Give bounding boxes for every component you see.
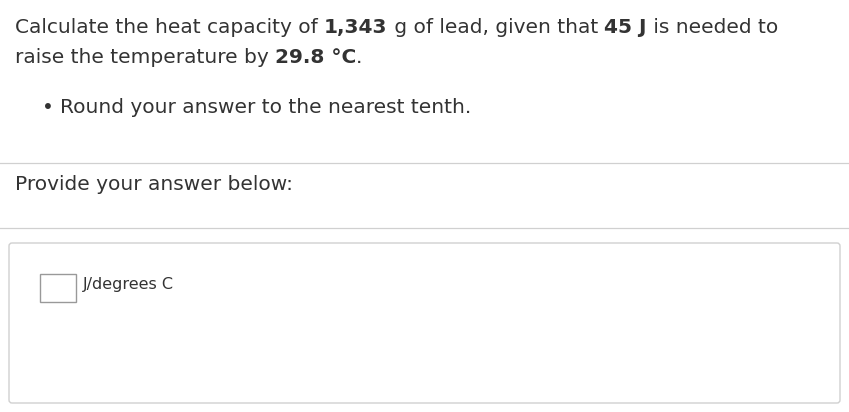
Text: is needed to: is needed to (647, 18, 778, 37)
FancyBboxPatch shape (40, 274, 76, 302)
Text: 45 J: 45 J (604, 18, 647, 37)
Text: Calculate the heat capacity of: Calculate the heat capacity of (15, 18, 324, 37)
FancyBboxPatch shape (9, 243, 840, 403)
Text: raise the temperature by: raise the temperature by (15, 48, 275, 67)
Text: 29.8 °C: 29.8 °C (275, 48, 357, 67)
Text: 1,343: 1,343 (324, 18, 388, 37)
Text: J/degrees C: J/degrees C (83, 277, 174, 292)
Text: .: . (357, 48, 363, 67)
Text: g of lead, given that: g of lead, given that (388, 18, 604, 37)
Text: •: • (42, 98, 53, 117)
Text: Provide your answer below:: Provide your answer below: (15, 175, 293, 194)
Text: Round your answer to the nearest tenth.: Round your answer to the nearest tenth. (60, 98, 471, 117)
